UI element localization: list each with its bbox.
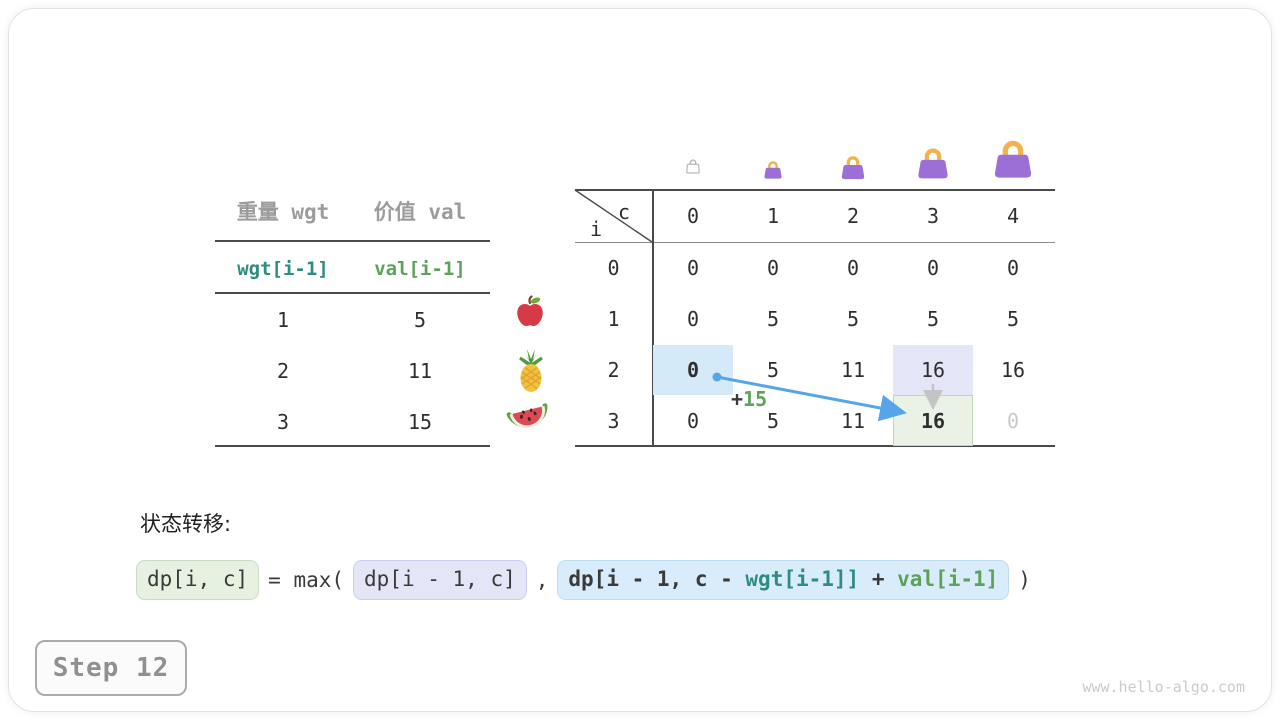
formula: dp[i, c] = max( dp[i - 1, c] , dp[i - 1,… (136, 559, 1031, 601)
formula-arg1-box: dp[i - 1, c] (353, 560, 527, 600)
dp-cell-0-0: 0 (686, 256, 700, 281)
transition-gain-label: +15 (731, 387, 768, 411)
item-row-1-val: 5 (413, 308, 427, 332)
dp-row-header-2: 2 (607, 357, 620, 382)
formula-arg2-val: val[i-1] (897, 567, 999, 592)
item-row-2-val: 11 (407, 359, 433, 383)
bag-medium-icon (840, 156, 866, 181)
step-badge-label: Step 12 (52, 653, 170, 683)
step-badge: Step 12 (35, 640, 187, 696)
watermark: www.hello-algo.com (1082, 678, 1245, 696)
dp-cell-0-2: 0 (846, 256, 860, 281)
dp-row-header-3: 3 (607, 408, 620, 433)
dp-cell-1-4: 5 (1006, 307, 1020, 332)
state-transition-label: 状态转移: (140, 512, 232, 536)
formula-arg2-plus: + (859, 567, 898, 592)
items-table-rule-bottom (215, 445, 490, 447)
dp-cell-2-4: 16 (1000, 357, 1026, 382)
dp-cell-3-1: 5 (766, 408, 780, 433)
dp-cell-3-4: 0 (1006, 408, 1020, 433)
items-var-wgt: wgt[i-1] (237, 258, 329, 280)
pineapple-icon (513, 348, 549, 394)
formula-arg2-p1: dp[i - 1, c - (568, 567, 746, 592)
watermelon-icon (505, 399, 553, 436)
dp-table-rule-bottom (575, 445, 1055, 447)
dp-col-header-0: 0 (686, 204, 700, 228)
dp-table-rule-vertical (652, 189, 654, 447)
dp-cell-0-3: 0 (926, 256, 940, 281)
bag-large-icon (916, 148, 950, 181)
formula-eq-max: = max( (268, 568, 345, 592)
items-var-val: val[i-1] (374, 258, 466, 280)
item-row-3-val: 15 (407, 410, 433, 434)
items-table-rule-top (215, 240, 490, 242)
dp-cell-3-0: 0 (686, 408, 700, 433)
dp-cell-3-3: 16 (893, 395, 973, 446)
dp-cell-0-1: 0 (766, 256, 780, 281)
dp-cell-1-2: 5 (846, 307, 860, 332)
formula-close-paren: ) (1018, 568, 1031, 592)
dp-table-rule-top (575, 189, 1055, 191)
formula-arg2-box: dp[i - 1, c - wgt[i-1]] + val[i-1] (557, 560, 1010, 600)
dp-col-header-1: 1 (766, 204, 780, 228)
dp-cell-0-4: 0 (1006, 256, 1020, 281)
apple-icon (512, 295, 548, 329)
formula-lhs-box: dp[i, c] (136, 560, 260, 600)
items-table-rule-mid (215, 292, 490, 294)
item-row-1-wgt: 1 (276, 308, 290, 332)
items-header-value: 价值 val (373, 200, 467, 224)
dp-cell-2-2: 11 (840, 357, 866, 382)
dp-col-header-2: 2 (846, 204, 860, 228)
formula-comma: , (535, 568, 549, 592)
dp-cell-1-1: 5 (766, 307, 780, 332)
dp-col-header-4: 4 (1006, 204, 1020, 228)
dp-col-header-3: 3 (926, 204, 940, 228)
formula-arg2-wgt: wgt[i-1]] (745, 567, 860, 592)
dp-cell-2-3: 16 (893, 344, 973, 396)
dp-table-rule-header (575, 242, 1055, 244)
bag-xlarge-icon (992, 140, 1034, 181)
dp-cell-2-0: 0 (653, 344, 733, 396)
items-header-weight: 重量 wgt (236, 200, 330, 224)
dp-row-header-0: 0 (607, 256, 620, 281)
item-row-2-wgt: 2 (276, 359, 290, 383)
bag-small-icon (763, 161, 783, 180)
dp-cell-3-2: 11 (840, 408, 866, 433)
dp-row-header-1: 1 (607, 307, 620, 332)
dp-cell-1-3: 5 (926, 307, 940, 332)
empty-bag-icon (684, 157, 702, 175)
dp-cell-1-0: 0 (686, 307, 700, 332)
item-row-3-wgt: 3 (276, 410, 290, 434)
